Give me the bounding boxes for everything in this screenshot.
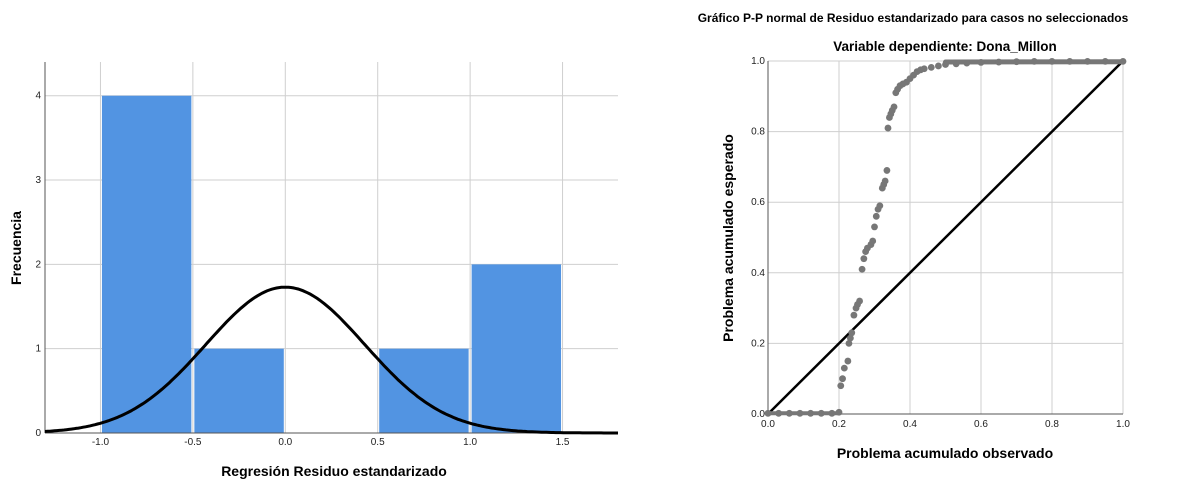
pp-plot-point [876, 202, 884, 210]
histogram-y-tick-label: 0 [35, 428, 41, 439]
pp-plot-point [927, 63, 935, 71]
pp-plot-point [1030, 57, 1038, 65]
pp-plot-point [775, 409, 783, 417]
histogram-chart: -1.0 -0.5 0.0 0.5 1.0 1.5 0 1 2 3 4 Regresión Resi… [8, 62, 618, 479]
histogram-y-tick-label: 3 [35, 175, 41, 186]
pp-plot-point [952, 60, 960, 68]
pp-plot-point [860, 255, 868, 263]
pp-plot-point [890, 103, 898, 111]
pp-plot-point [850, 311, 858, 319]
pp-plot-point [884, 124, 892, 132]
pp-plot-point [963, 59, 971, 67]
pp-plot-point [1084, 57, 1091, 65]
pp-plot-point [1101, 57, 1109, 65]
histogram-bar [194, 348, 284, 433]
pp-plot-point [1066, 57, 1074, 65]
pp-plot-point [844, 357, 852, 365]
pp-plot-point [785, 409, 793, 417]
pp-plot-x-tick-label: 0.8 [1045, 419, 1059, 430]
pp-plot-subtitle: Variable dependiente: Dona_Millon [833, 39, 1057, 54]
pp-plot-reference-line [767, 60, 1124, 415]
pp-plot-y-tick-label: 1.0 [751, 56, 765, 67]
pp-plot-y-tick-label: 0.2 [751, 338, 765, 349]
pp-plot-point [995, 58, 1003, 66]
pp-plot-point [796, 409, 804, 417]
pp-plot-point [869, 237, 877, 245]
histogram-axes [44, 62, 618, 434]
pp-plot-grid [768, 60, 1124, 414]
pp-plot-point [845, 340, 853, 347]
histogram-bar [101, 95, 192, 434]
pp-plot-x-tick-label: 0.6 [974, 419, 988, 430]
histogram-x-tick-label: 1.0 [463, 437, 477, 448]
pp-plot-point [872, 212, 880, 220]
pp-plot-point [935, 62, 942, 70]
histogram-y-axis-title: Frecuencia [8, 211, 24, 285]
pp-plot-points [764, 57, 1127, 417]
pp-plot-point [977, 59, 985, 66]
histogram-bar [379, 348, 469, 433]
pp-plot-y-tick-label: 0.6 [751, 197, 765, 208]
histogram-x-tick-label: -0.5 [184, 437, 202, 448]
histogram-x-tick-label: 0.5 [371, 437, 385, 448]
pp-plot-point [817, 409, 825, 417]
histogram-x-tick-label: 1.5 [556, 437, 570, 448]
pp-plot-point [920, 65, 928, 73]
pp-plot-y-tick-label: 0.0 [751, 409, 765, 420]
pp-plot-point [1048, 57, 1056, 65]
pp-plot-y-axis-title: Problema acumulado esperado [720, 134, 736, 342]
pp-plot-x-tick-label: 0.2 [832, 419, 846, 430]
pp-plot-y-tick-label: 0.8 [751, 127, 765, 138]
pp-plot-x-axis-title: Problema acumulado observado [837, 445, 1053, 461]
pp-plot-point [871, 223, 878, 231]
pp-plot-point [837, 382, 845, 390]
pp-plot-title: Gráfico P-P normal de Residuo estandariz… [698, 11, 1129, 25]
histogram-x-tick-label: 0.0 [278, 437, 292, 448]
pp-plot-y-tick-label: 0.4 [751, 268, 765, 279]
histogram-normal-curve [44, 285, 618, 435]
pp-plot-point [807, 409, 814, 417]
pp-plot-point [942, 61, 949, 68]
pp-plot-point [764, 409, 772, 417]
pp-plot-point [858, 265, 866, 273]
histogram-x-tick-label: -1.0 [92, 437, 110, 448]
pp-plot-point [856, 297, 863, 305]
pp-plot-point [881, 177, 889, 185]
histogram-bar [471, 264, 562, 433]
pp-plot-point [1013, 58, 1020, 66]
pp-plot-chart: Gráfico P-P normal de Residuo estandariz… [698, 11, 1131, 461]
pp-plot-point [828, 409, 836, 417]
pp-plot-point [848, 329, 856, 337]
pp-plot-point [1119, 57, 1127, 65]
pp-plot-x-tick-label: 0.0 [761, 419, 775, 430]
histogram-ticks: -1.0 -0.5 0.0 0.5 1.0 1.5 0 1 2 3 4 [35, 91, 569, 448]
histogram-y-tick-label: 1 [35, 344, 41, 355]
pp-plot-x-tick-label: 1.0 [1116, 419, 1130, 430]
histogram-normal-curve-group [44, 285, 618, 435]
histogram-y-tick-label: 2 [35, 259, 41, 270]
pp-plot-x-tick-label: 0.4 [903, 419, 917, 430]
pp-plot-point [846, 334, 854, 342]
pp-plot-point [840, 364, 848, 372]
pp-plot-point [839, 375, 846, 383]
pp-plot-reference-line-group [767, 60, 1124, 415]
pp-plot-ticks: 0.0 0.2 0.4 0.6 0.8 1.0 0.0 0.2 0.4 0.6 0.8 1.0 [751, 56, 1130, 430]
histogram-y-tick-label: 4 [35, 91, 41, 102]
histogram-x-axis-title: Regresión Residuo estandarizado [221, 463, 447, 479]
pp-plot-point [883, 167, 891, 174]
pp-plot-point [835, 408, 843, 416]
